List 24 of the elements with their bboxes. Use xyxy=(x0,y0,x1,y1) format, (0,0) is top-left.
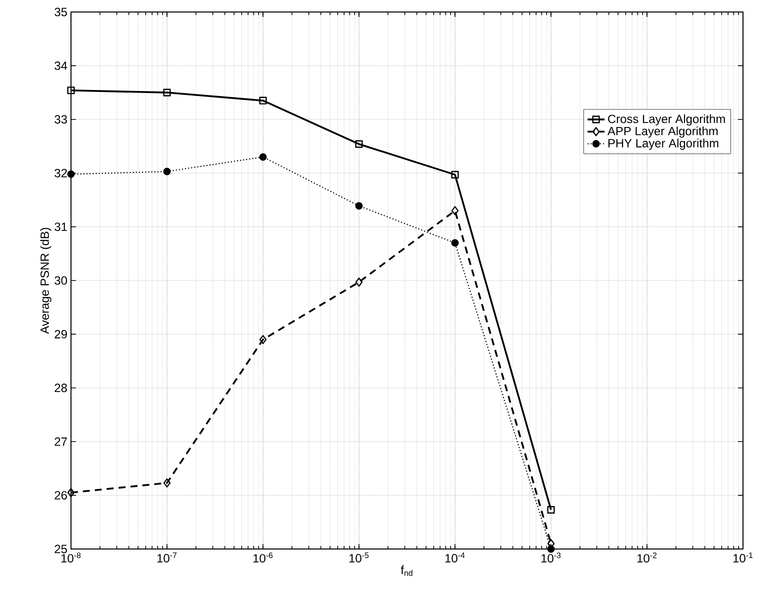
y-tick-label: 30 xyxy=(54,276,68,285)
y-tick-label: 28 xyxy=(54,384,67,392)
legend-label: Cross Layer Algorithm xyxy=(608,114,725,126)
legend-label: PHY Layer Algorithm xyxy=(608,138,718,150)
x-tick-label: 10$^{-4}$ xyxy=(445,552,465,562)
y-axis-title: Average PSNR (dB) xyxy=(40,228,52,334)
y-tick-label: 26 xyxy=(54,491,67,500)
x-tick-label: 10$^{-2}$ xyxy=(637,552,657,563)
y-tick-label: 31 xyxy=(54,222,67,232)
x-tick-label: 10$^{-6}$ xyxy=(253,552,273,563)
y-tick-label: 35 xyxy=(54,8,67,16)
y-tick-label: 33 xyxy=(54,115,67,124)
y-tick-label: 27 xyxy=(54,437,67,446)
x-tick-label: 10$^{-3}$ xyxy=(541,552,561,563)
x-axis-title: f$_{nd}$ xyxy=(400,565,412,576)
legend-label: APP Layer Algorithm xyxy=(607,126,718,138)
x-tick-label: 10$^{-1}$ xyxy=(733,552,753,562)
x-tick-label: 10$^{-5}$ xyxy=(349,552,369,562)
y-tick-label: 29 xyxy=(54,330,67,338)
y-tick-label: 34 xyxy=(54,61,68,70)
y-tick-label: 32 xyxy=(54,168,67,178)
x-tick-label: 10$^{-8}$ xyxy=(61,552,81,563)
x-tick-label: 10$^{-7}$ xyxy=(157,552,177,562)
y-tick-label: 25 xyxy=(54,544,67,554)
